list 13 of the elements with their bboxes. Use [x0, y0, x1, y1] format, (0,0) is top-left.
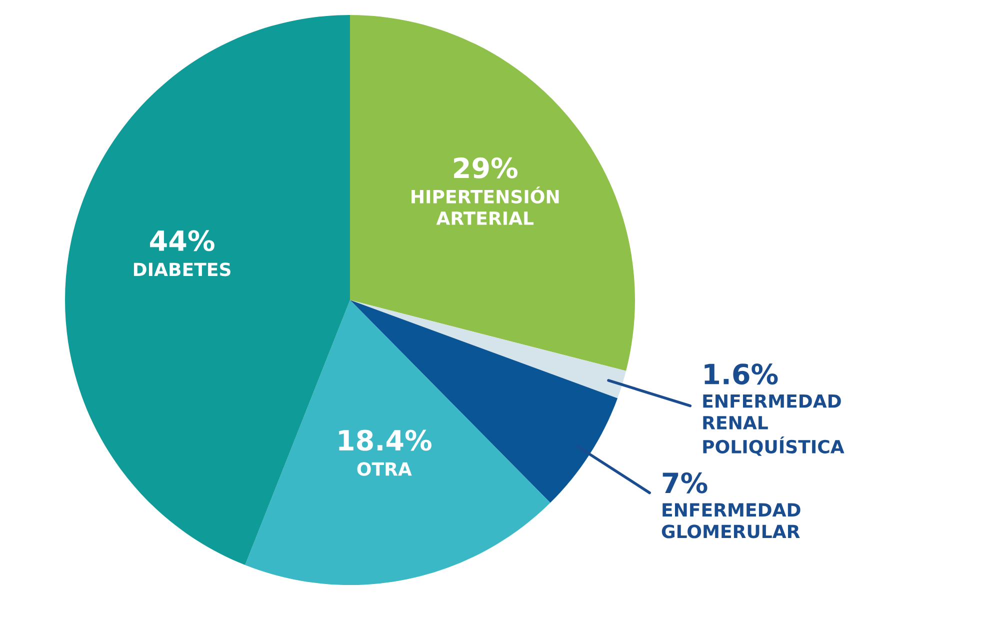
data-label: 7%	[662, 472, 708, 494]
data-label: 18.4%	[339, 430, 432, 451]
pie-slice	[245, 300, 550, 585]
slice-label: OTRA	[357, 462, 412, 476]
pie-slice	[350, 300, 626, 398]
data-label: 44%	[150, 230, 214, 252]
data-label: 29%	[454, 157, 518, 178]
slice-label: HIPERTENSIÓN ARTERIAL	[412, 186, 559, 225]
slice-label: DIABETES	[134, 262, 230, 276]
slice-label: ENFERMEDAD GLOMERULAR	[662, 503, 800, 538]
data-label: 1.6%	[704, 364, 778, 385]
slice-label: ENFERMEDAD RENAL POLIQUÍSTICA	[703, 394, 844, 456]
pie-slice	[350, 15, 635, 371]
